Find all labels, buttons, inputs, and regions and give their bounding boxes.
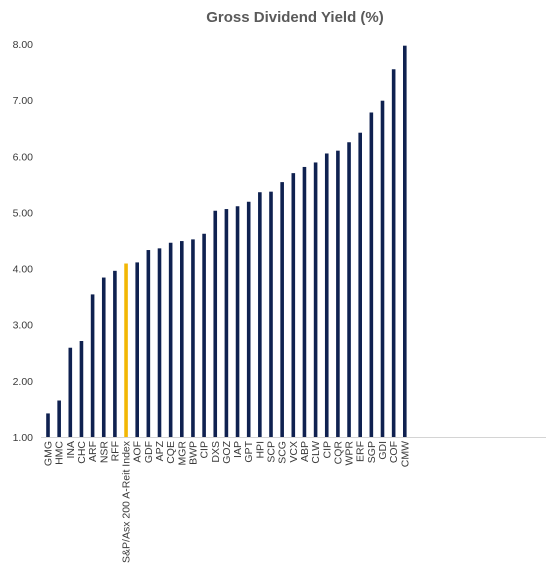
bar — [68, 347, 73, 437]
bar — [324, 153, 329, 438]
y-tick-label: 8.00 — [13, 39, 34, 51]
x-tick-label: GOZ — [221, 440, 233, 463]
x-tick-label: AOF — [132, 441, 144, 463]
x-axis: GMG HMC INA CHC ARF NSR RFF S&P/Asx 200 A-Reit … — [43, 440, 412, 563]
x-tick-label: NSR — [98, 441, 110, 464]
x-tick-label: ABP — [299, 441, 311, 462]
bar — [391, 69, 396, 437]
bar — [101, 277, 106, 437]
x-tick-label: MGR — [176, 441, 188, 466]
x-tick-label: GPT — [243, 440, 255, 462]
bar — [302, 166, 307, 437]
bar — [291, 173, 296, 437]
bar — [124, 263, 128, 437]
x-tick-label: CHC — [76, 441, 88, 464]
y-tick-label: 4.00 — [13, 264, 34, 276]
x-tick-label: VCX — [288, 441, 300, 463]
x-tick-label: CIP — [321, 441, 333, 459]
chart-title: Gross Dividend Yield (%) — [206, 9, 384, 26]
y-axis: 1.00 2.00 3.00 4.00 5.00 6.00 7.00 8.00 — [13, 39, 34, 444]
y-tick-label: 1.00 — [13, 432, 34, 444]
x-tick-label: SCP — [266, 441, 278, 463]
x-tick-label: BWP — [187, 441, 199, 465]
y-tick-label: 2.00 — [13, 376, 34, 388]
x-tick-label: ARF — [87, 441, 99, 462]
x-tick-label: GMG — [43, 441, 55, 466]
bar — [258, 192, 262, 437]
bar — [135, 262, 139, 437]
bar — [246, 201, 251, 437]
x-tick-label: CQE — [165, 441, 177, 464]
bar — [191, 239, 195, 437]
y-tick-label: 5.00 — [13, 207, 34, 219]
x-tick-label: ERF — [355, 441, 367, 462]
bar — [280, 182, 284, 437]
y-tick-label: 3.00 — [13, 320, 34, 332]
bar — [46, 413, 50, 437]
x-tick-label: GDF — [143, 441, 155, 463]
bar — [403, 45, 407, 438]
x-tick-label: GDI — [377, 441, 389, 460]
bar — [224, 209, 229, 437]
y-tick-label: 7.00 — [13, 95, 34, 107]
bar — [235, 206, 240, 437]
x-tick-label: HPI — [254, 441, 266, 459]
x-tick-label: COF — [388, 441, 400, 463]
bar — [113, 270, 117, 437]
bar — [90, 294, 95, 437]
bar — [57, 400, 61, 437]
x-tick-label: S&P/Asx 200 A-Reit Index — [121, 440, 133, 563]
x-tick-label: APZ — [154, 440, 166, 461]
bar — [180, 241, 184, 437]
bar — [146, 250, 151, 437]
x-tick-label: CQR — [332, 441, 344, 465]
x-tick-label: SGP — [366, 441, 378, 463]
x-tick-label: INA — [65, 441, 77, 459]
bar — [369, 112, 374, 438]
x-tick-label: DXS — [210, 441, 222, 463]
bar — [269, 191, 273, 437]
bar — [336, 150, 340, 438]
bars — [46, 45, 407, 438]
x-tick-label: SCG — [277, 441, 289, 464]
x-tick-label: RFF — [109, 441, 121, 461]
x-tick-label: HMC — [54, 441, 66, 465]
y-tick-label: 6.00 — [13, 151, 34, 163]
bar — [380, 100, 385, 437]
bar — [347, 142, 351, 437]
x-tick-label: CIP — [199, 441, 211, 459]
bar — [157, 248, 162, 437]
x-tick-label: IAP — [232, 441, 244, 458]
x-tick-label: WPR — [344, 441, 356, 466]
x-tick-label: CMW — [399, 441, 411, 467]
bar — [213, 210, 218, 437]
bar — [358, 132, 362, 437]
bar — [202, 233, 206, 437]
x-tick-label: CLW — [310, 441, 322, 464]
bar — [168, 242, 173, 437]
bar — [79, 341, 84, 437]
bar — [313, 162, 318, 437]
